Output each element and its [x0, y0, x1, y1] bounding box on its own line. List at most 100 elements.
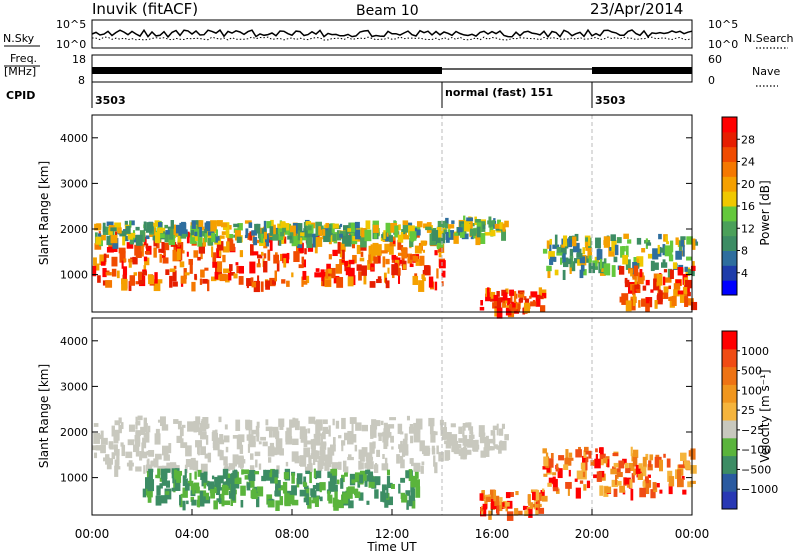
y-tick-label: 4000: [60, 335, 88, 348]
echo-cell: [194, 422, 200, 433]
echo-cell: [225, 446, 229, 453]
echo-cell: [254, 471, 260, 475]
echo-cell: [377, 432, 385, 437]
echo-cell: [161, 241, 165, 254]
echo-cell: [568, 235, 573, 240]
echo-cell: [465, 422, 471, 428]
echo-cell: [256, 421, 260, 428]
echo-cell: [157, 222, 163, 227]
echo-cell: [251, 429, 258, 435]
echo-cell: [668, 254, 674, 262]
echo-cell: [229, 264, 233, 272]
echo-cell: [668, 483, 673, 495]
echo-cell: [121, 444, 126, 457]
echo-cell: [238, 276, 244, 285]
echo-cell: [313, 468, 316, 479]
echo-cell: [227, 473, 231, 479]
echo-cell: [621, 293, 629, 305]
echo-cell: [565, 457, 569, 461]
echo-cell: [163, 242, 170, 251]
echo-cell: [344, 466, 349, 474]
echo-cell: [327, 226, 331, 234]
echo-cell: [499, 222, 504, 230]
echo-cell: [314, 498, 319, 507]
echo-cell: [616, 468, 621, 473]
echo-cell: [619, 485, 625, 493]
echo-cell: [632, 285, 636, 296]
echo-cell: [645, 297, 650, 304]
echo-cell: [267, 446, 275, 457]
echo-cell: [662, 276, 666, 286]
echo-cell: [327, 490, 331, 501]
echo-cell: [422, 277, 426, 282]
echo-cell: [347, 228, 352, 232]
echo-cell: [462, 446, 466, 451]
echo-cell: [538, 287, 543, 296]
echo-cell: [318, 455, 325, 466]
echo-cell: [311, 500, 316, 504]
echo-cell: [176, 248, 181, 261]
echo-cell: [258, 441, 262, 445]
echo-cell: [635, 464, 641, 474]
echo-cell: [363, 274, 367, 285]
echo-cell: [383, 438, 388, 450]
colorbar-segment: [722, 348, 737, 368]
echo-cell: [347, 430, 352, 435]
echo-cell: [348, 259, 355, 265]
echo-cell: [200, 472, 205, 481]
echo-cell: [213, 500, 218, 510]
echo-cell: [614, 474, 618, 485]
echo-cell: [154, 433, 161, 445]
echo-cell: [669, 240, 674, 253]
echo-cell: [634, 281, 640, 290]
echo-cell: [169, 268, 176, 273]
echo-cell: [519, 293, 524, 303]
echo-cell: [397, 260, 400, 271]
echo-cell: [176, 245, 182, 252]
colorbar-tick-label: −1000: [741, 483, 778, 496]
echo-cell: [237, 223, 243, 231]
echo-cell: [400, 477, 406, 483]
echo-cell: [146, 245, 152, 255]
echo-cell: [361, 447, 368, 457]
echo-cell: [373, 420, 381, 427]
echo-cell: [673, 289, 680, 297]
echo-cell: [92, 445, 98, 451]
echo-cell: [500, 297, 504, 303]
echo-cell: [686, 236, 693, 245]
echo-cell: [595, 237, 601, 249]
echo-cell: [574, 478, 578, 482]
echo-cell: [143, 417, 147, 429]
echo-cell: [485, 496, 491, 502]
echo-cell: [157, 468, 161, 479]
colorbar-segment: [722, 280, 737, 296]
echo-cell: [654, 299, 658, 309]
echo-cell: [225, 230, 230, 238]
echo-cell: [595, 454, 599, 463]
echo-cell: [294, 455, 300, 464]
echo-cell: [510, 293, 513, 303]
echo-cell: [329, 267, 336, 279]
echo-cell: [679, 293, 686, 303]
echo-cell: [405, 490, 411, 496]
echo-cell: [190, 496, 195, 502]
echo-cell: [158, 233, 165, 238]
echo-cell: [509, 492, 514, 497]
echo-cell: [369, 281, 376, 288]
echo-cell: [598, 447, 604, 453]
echo-cell: [377, 253, 381, 264]
echo-cell: [582, 471, 586, 478]
echo-cell: [129, 220, 135, 226]
echo-cell: [397, 423, 403, 434]
echo-cell: [609, 247, 612, 251]
echo-cell: [359, 462, 364, 470]
echo-cell: [415, 258, 422, 266]
echo-cell: [197, 236, 203, 247]
echo-cell: [332, 497, 337, 508]
echo-cell: [549, 256, 557, 262]
echo-cell: [375, 244, 382, 256]
echo-cell: [247, 444, 251, 453]
echo-cell: [480, 300, 484, 306]
colorbar-tick-label: 28: [741, 133, 755, 146]
echo-cell: [310, 439, 316, 449]
